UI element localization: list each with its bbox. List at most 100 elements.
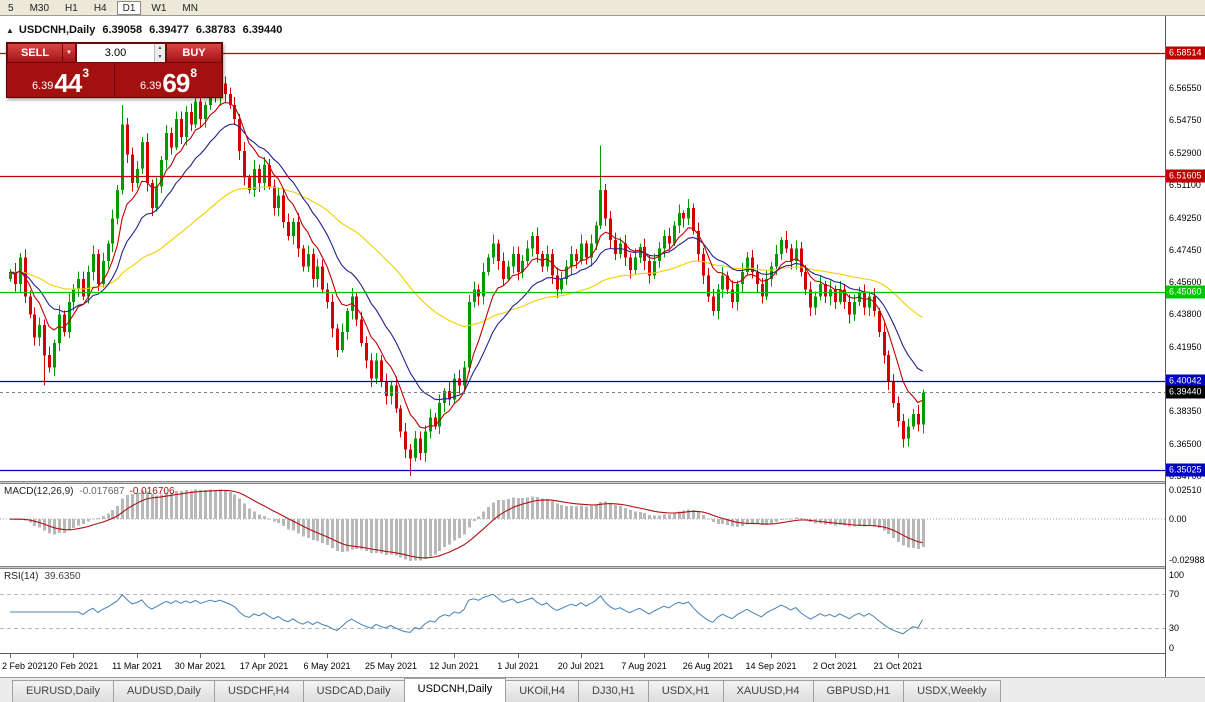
hline-price-tag: 6.51605: [1166, 169, 1205, 183]
time-axis-tick: [73, 654, 74, 658]
timeframe-button-5[interactable]: 5: [8, 2, 14, 14]
time-label: 12 Jun 2021: [429, 661, 479, 671]
spinner-up-icon[interactable]: ▲: [157, 45, 163, 51]
hline-price-tag: 6.45060: [1166, 285, 1205, 299]
hline-price-tag: 6.40042: [1166, 374, 1205, 388]
volume-spinner[interactable]: ▲ ▼: [154, 44, 165, 62]
time-label: 7 Aug 2021: [621, 661, 667, 671]
time-label: 2 Feb 2021: [2, 661, 48, 671]
ask-price-display[interactable]: 6.39 69 8: [115, 63, 222, 97]
price-axis-tick: 6.36500: [1169, 439, 1202, 450]
tab-dj30-h1[interactable]: DJ30,H1: [578, 680, 649, 702]
macd-axis-min: -0.02988: [1169, 555, 1205, 565]
rsi-axis-tick: 0: [1169, 643, 1175, 653]
time-axis-tick: [898, 654, 899, 658]
rsi-axis-tick: 100: [1169, 570, 1185, 580]
chart-tabs-bar: EURUSD,Daily AUDUSD,Daily USDCHF,H4 USDCAD,…: [0, 677, 1205, 702]
timeframe-button-d1[interactable]: D1: [116, 0, 142, 15]
tab-gbpusd-h1[interactable]: GBPUSD,H1: [812, 680, 905, 702]
time-axis-tick: [327, 654, 328, 658]
price-axis-tick: 6.51100: [1169, 179, 1201, 190]
caret-down-icon: ▼: [66, 50, 72, 56]
time-label: 30 Mar 2021: [174, 661, 226, 671]
timeframe-button-w1[interactable]: W1: [151, 2, 167, 14]
price-axis-tick: 6.52900: [1169, 147, 1202, 158]
tab-eurusd-daily[interactable]: EURUSD,Daily: [12, 680, 114, 702]
rsi-axis-tick: 70: [1169, 589, 1180, 600]
price-axis-tick: 6.54750: [1169, 114, 1202, 125]
tab-audusd-daily[interactable]: AUDUSD,Daily: [112, 680, 215, 702]
high-value: 6.39477: [149, 24, 189, 36]
rsi-indicator-pane[interactable]: RSI(14) 39.6350: [0, 569, 1165, 653]
buy-button[interactable]: BUY: [166, 43, 222, 63]
time-axis-tick: [835, 654, 836, 658]
time-label: 2 Oct 2021: [812, 661, 858, 671]
price-axis-tick: 6.49250: [1169, 212, 1202, 223]
tab-usdx-weekly[interactable]: USDX,Weekly: [903, 680, 1001, 702]
price-axis-tick: 6.41950: [1169, 342, 1202, 353]
price-chart-pane[interactable]: ▲ USDCNH,Daily 6.39058 6.39477 6.38783 6.3944…: [0, 16, 1165, 481]
time-axis-tick: [264, 654, 265, 658]
time-label: 1 Jul 2021: [497, 661, 539, 671]
tab-xauusd-h4[interactable]: XAUUSD,H4: [722, 680, 814, 702]
macd-axis-zero: 0.00: [1169, 514, 1187, 525]
time-label: 21 Oct 2021: [873, 661, 923, 671]
rsi-chart[interactable]: [0, 569, 1165, 653]
time-label: 6 May 2021: [303, 661, 351, 671]
bid-pipette: 3: [82, 66, 90, 80]
open-value: 6.39058: [102, 24, 143, 36]
sell-button[interactable]: SELL: [7, 43, 63, 63]
macd-chart[interactable]: [0, 484, 1165, 566]
ask-prefix: 6.39: [139, 80, 162, 92]
time-axis-tick: [518, 654, 519, 658]
tab-usdcad-daily[interactable]: USDCAD,Daily: [302, 680, 405, 702]
timeframe-toolbar: 5 M30 H1 H4 D1 W1 MN: [0, 0, 1205, 16]
bid-prefix: 6.39: [31, 80, 54, 92]
pane-splitter[interactable]: [0, 566, 1205, 569]
volume-field[interactable]: 3.00 ▲ ▼: [76, 43, 166, 63]
hline-price-tag: 6.35025: [1166, 463, 1205, 477]
time-axis-tick: [10, 654, 11, 658]
one-click-toggle-icon[interactable]: ▲: [6, 26, 14, 35]
ask-big-digits: 69: [162, 68, 190, 98]
time-axis-tick: [200, 654, 201, 658]
volume-value: 3.00: [104, 47, 127, 59]
macd-indicator-pane[interactable]: MACD(12,26,9) -0.017687 -0.016706: [0, 484, 1165, 566]
time-axis[interactable]: 2 Feb 2021 20 Feb 2021 11 Mar 2021 30 Mar 2…: [0, 653, 1165, 677]
time-axis-tick: [644, 654, 645, 658]
price-axis-tick: 6.56550: [1169, 82, 1202, 93]
tab-usdcnh-daily[interactable]: USDCNH,Daily: [403, 678, 507, 702]
chart-title: ▲ USDCNH,Daily 6.39058 6.39477 6.38783 6.3944…: [6, 24, 282, 36]
time-axis-tick: [771, 654, 772, 658]
price-axis-tick: 6.43800: [1169, 309, 1202, 320]
tab-usdx-h1[interactable]: USDX,H1: [647, 680, 724, 702]
timeframe-button-h4[interactable]: H4: [93, 2, 107, 14]
pane-splitter[interactable]: [0, 481, 1205, 484]
tab-usdchf-h4[interactable]: USDCHF,H4: [213, 680, 304, 702]
hline-price-tag: 6.58514: [1166, 46, 1205, 60]
current-price-tag: 6.39440: [1166, 385, 1205, 399]
time-label: 20 Jul 2021: [557, 661, 605, 671]
timeframe-button-mn[interactable]: MN: [182, 2, 198, 14]
chart-symbol-label: USDCNH,Daily: [18, 24, 96, 36]
order-type-dropdown[interactable]: ▼: [63, 43, 76, 63]
spinner-down-icon[interactable]: ▼: [157, 54, 163, 60]
timeframe-button-m30[interactable]: M30: [29, 2, 50, 14]
macd-axis-max: 0.02510: [1169, 485, 1202, 495]
time-label: 25 May 2021: [364, 661, 418, 671]
time-axis-tick: [391, 654, 392, 658]
timeframe-button-h1[interactable]: H1: [65, 2, 78, 14]
price-axis[interactable]: 6.56550 6.54750 6.52900 6.51100 6.49250 6.474…: [1165, 16, 1205, 677]
time-axis-tick: [708, 654, 709, 658]
one-click-trading-panel: SELL ▼ 3.00 ▲ ▼ BUY 6.39 44 3 6.39 69 8: [6, 42, 223, 98]
close-value: 6.39440: [242, 24, 283, 36]
ask-pipette: 8: [190, 66, 198, 80]
time-axis-tick: [137, 654, 138, 658]
bid-price-display[interactable]: 6.39 44 3: [7, 63, 115, 97]
time-label: 11 Mar 2021: [112, 661, 162, 671]
tab-ukoil-h4[interactable]: UKOil,H4: [505, 680, 580, 702]
price-axis-tick: 6.38350: [1169, 406, 1202, 417]
price-axis-tick: 6.45600: [1169, 277, 1202, 288]
price-axis-tick: 6.47450: [1169, 244, 1202, 255]
